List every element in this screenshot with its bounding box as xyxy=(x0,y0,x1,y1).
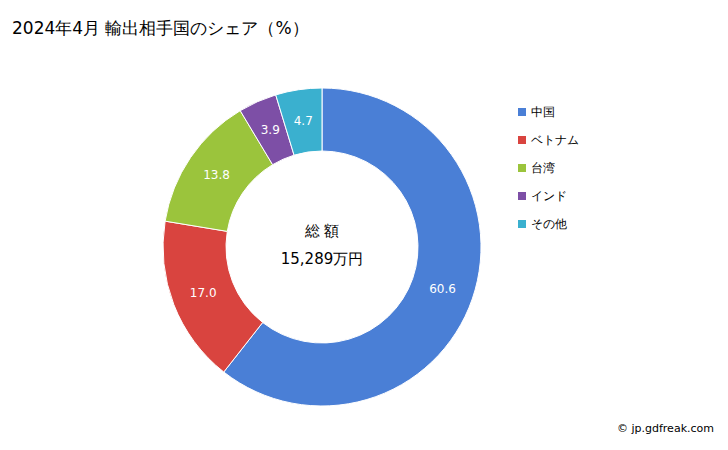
legend-swatch xyxy=(518,220,526,228)
chart: 2024年4月 輸出相手国のシェア（%） 60.6 17.0 13.8 3.9 4.7 総 … xyxy=(0,0,728,450)
legend-label: 中国 xyxy=(531,105,555,119)
data-label: 17.0 xyxy=(190,286,217,300)
annotation: © jp.gdfreak.com xyxy=(617,422,714,435)
legend-label: 台湾 xyxy=(531,161,555,175)
legend: 中国ベトナム台湾インドその他 xyxy=(518,105,579,231)
title: 2024年4月 輸出相手国のシェア（%） xyxy=(12,18,309,38)
legend-label: ベトナム xyxy=(531,133,579,147)
plot xyxy=(163,88,481,406)
legend-label: インド xyxy=(531,189,567,203)
slice xyxy=(224,88,481,406)
legend-swatch xyxy=(518,108,526,116)
data-label: 4.7 xyxy=(294,114,313,128)
legend-item: ベトナム xyxy=(518,133,579,147)
legend-item: インド xyxy=(518,189,567,203)
data-label: 3.9 xyxy=(261,123,280,137)
legend-swatch xyxy=(518,136,526,144)
legend-item: その他 xyxy=(518,217,567,231)
legend-item: 台湾 xyxy=(518,161,555,175)
annotation: 総 額 xyxy=(304,222,340,240)
slice xyxy=(276,88,322,155)
data-label: 60.6 xyxy=(429,282,456,296)
legend-label: その他 xyxy=(531,217,567,231)
slice xyxy=(163,221,263,372)
legend-swatch xyxy=(518,164,526,172)
annotation: 15,289万円 xyxy=(281,250,364,268)
legend-item: 中国 xyxy=(518,105,555,119)
legend-swatch xyxy=(518,192,526,200)
data-label: 13.8 xyxy=(203,168,230,182)
